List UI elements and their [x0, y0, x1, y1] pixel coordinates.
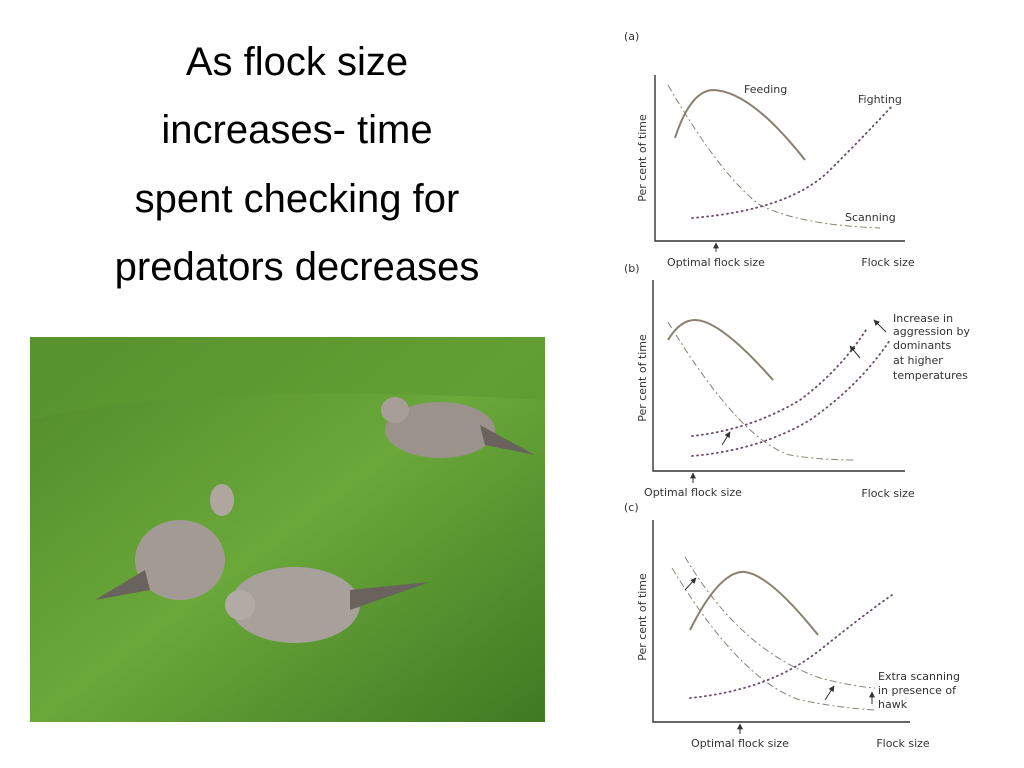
annotation-line: in presence of [878, 684, 957, 697]
x-axis-marker: Optimal flock size [644, 486, 742, 499]
panel-label: (c) [624, 501, 639, 514]
title-line: As flock size [186, 40, 408, 84]
x-axis-marker: Optimal flock size [667, 256, 765, 269]
title-line: predators decreases [115, 245, 480, 289]
curve-label: Feeding [744, 83, 787, 96]
diagram-c: (c) Extra scanning in presence of hawk P… [624, 501, 960, 750]
annotation-line: Extra scanning [878, 670, 960, 683]
x-axis-label: Flock size [861, 256, 915, 269]
curve-label: Fighting [858, 93, 902, 106]
annotation-line: temperatures [893, 369, 968, 382]
diagram-a: (a) Feeding Fighting Scanning Per cent o… [624, 30, 915, 269]
y-axis-label: Per cent of time [636, 114, 649, 202]
annotation-line: hawk [878, 698, 908, 711]
x-axis-label: Flock size [876, 737, 930, 750]
curve-label: Scanning [845, 211, 896, 224]
title-line: increases- time [161, 108, 432, 152]
y-axis-label: Per cent of time [636, 573, 649, 661]
y-axis-label: Per cent of time [636, 334, 649, 422]
photo [30, 337, 545, 722]
annotation-line: at higher [893, 354, 943, 367]
panel-label: (b) [624, 262, 640, 275]
x-axis-label: Flock size [861, 487, 915, 500]
diagram-b: (b) Increase in aggression by dominants … [624, 262, 970, 500]
title: As flock size increases- time spent chec… [115, 40, 480, 289]
annotation-line: dominants [893, 339, 951, 352]
annotation-line: Increase in [893, 312, 953, 325]
annotation-line: aggression by [893, 325, 970, 338]
panel-label: (a) [624, 30, 639, 43]
title-line: spent checking for [135, 177, 460, 221]
x-axis-marker: Optimal flock size [691, 737, 789, 750]
